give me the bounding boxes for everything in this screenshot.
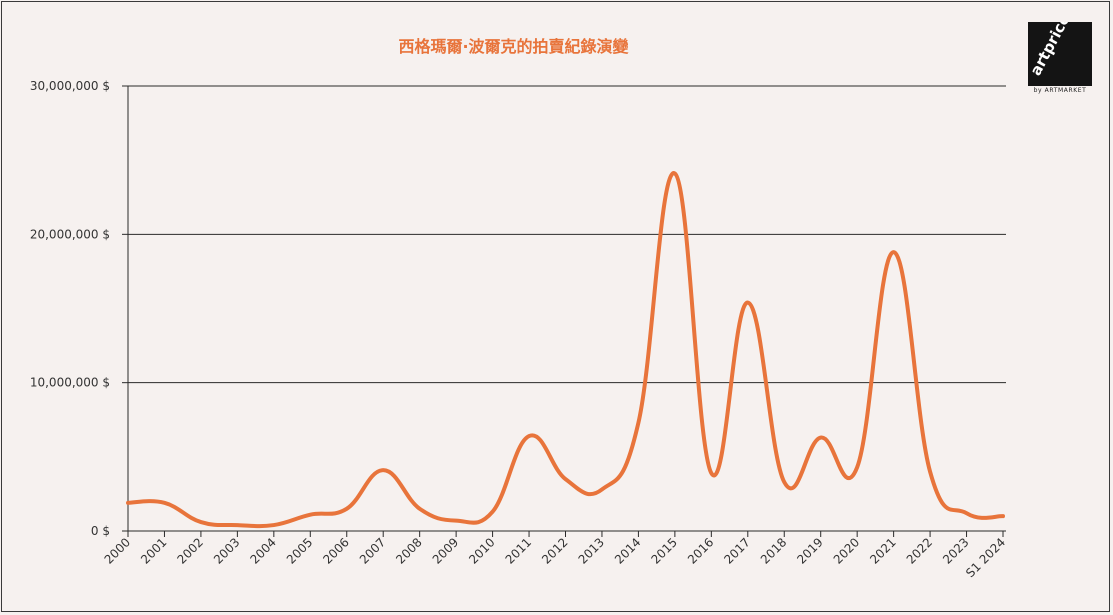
x-tick-label: 2023 <box>940 535 971 566</box>
x-tick-label: 2005 <box>284 535 315 566</box>
x-tick-label: 2020 <box>831 535 862 566</box>
x-tick-label: 2013 <box>576 535 607 566</box>
logo-subtext: by ARTMARKET <box>1033 87 1087 94</box>
y-tick-label: 0 $ <box>91 524 110 538</box>
x-tick-label: 2009 <box>430 535 461 566</box>
x-tick-label: 2006 <box>320 535 351 566</box>
x-tick-label: 2001 <box>138 535 169 566</box>
y-tick-label: 20,000,000 $ <box>30 227 110 241</box>
x-tick-label: 2016 <box>685 535 716 566</box>
x-tick-label: 2017 <box>721 535 752 566</box>
x-axis: 2000 2001 2002 2003 2004 2005 2006 2007 2008 2009… <box>102 531 1008 580</box>
x-tick-label: 2008 <box>393 535 424 566</box>
chart-title: 西格瑪爾·波爾克的拍賣紀錄演變 <box>398 37 629 56</box>
y-tick-label: 30,000,000 $ <box>30 79 110 93</box>
x-tick-label: 2015 <box>648 535 679 566</box>
y-axis: 0 $ 10,000,000 $ 20,000,000 $ 30,000,000 $ <box>30 79 129 538</box>
x-tick-label: 2022 <box>904 535 935 566</box>
x-tick-label: 2011 <box>503 535 534 566</box>
x-tick-label: 2019 <box>794 535 825 566</box>
x-tick-label: 2021 <box>867 535 898 566</box>
series-line <box>126 171 1005 529</box>
y-tick-label: 10,000,000 $ <box>30 376 110 390</box>
x-tick-label: 2018 <box>758 535 789 566</box>
x-tick-label: S1 2024 <box>963 535 1008 580</box>
x-tick-label: 2002 <box>175 535 206 566</box>
x-tick-label: 2010 <box>466 535 497 566</box>
series-layer <box>126 171 1005 529</box>
x-tick-label: 2012 <box>539 535 570 566</box>
x-tick-label: 2000 <box>102 535 133 566</box>
x-tick-label: 2003 <box>211 535 242 566</box>
artprice-logo: artprice.com <box>1028 22 1092 86</box>
x-tick-label: 2004 <box>247 535 278 566</box>
grid-lines <box>128 85 1006 532</box>
x-tick-label: 2007 <box>357 535 388 566</box>
x-tick-label: 2014 <box>612 535 643 566</box>
